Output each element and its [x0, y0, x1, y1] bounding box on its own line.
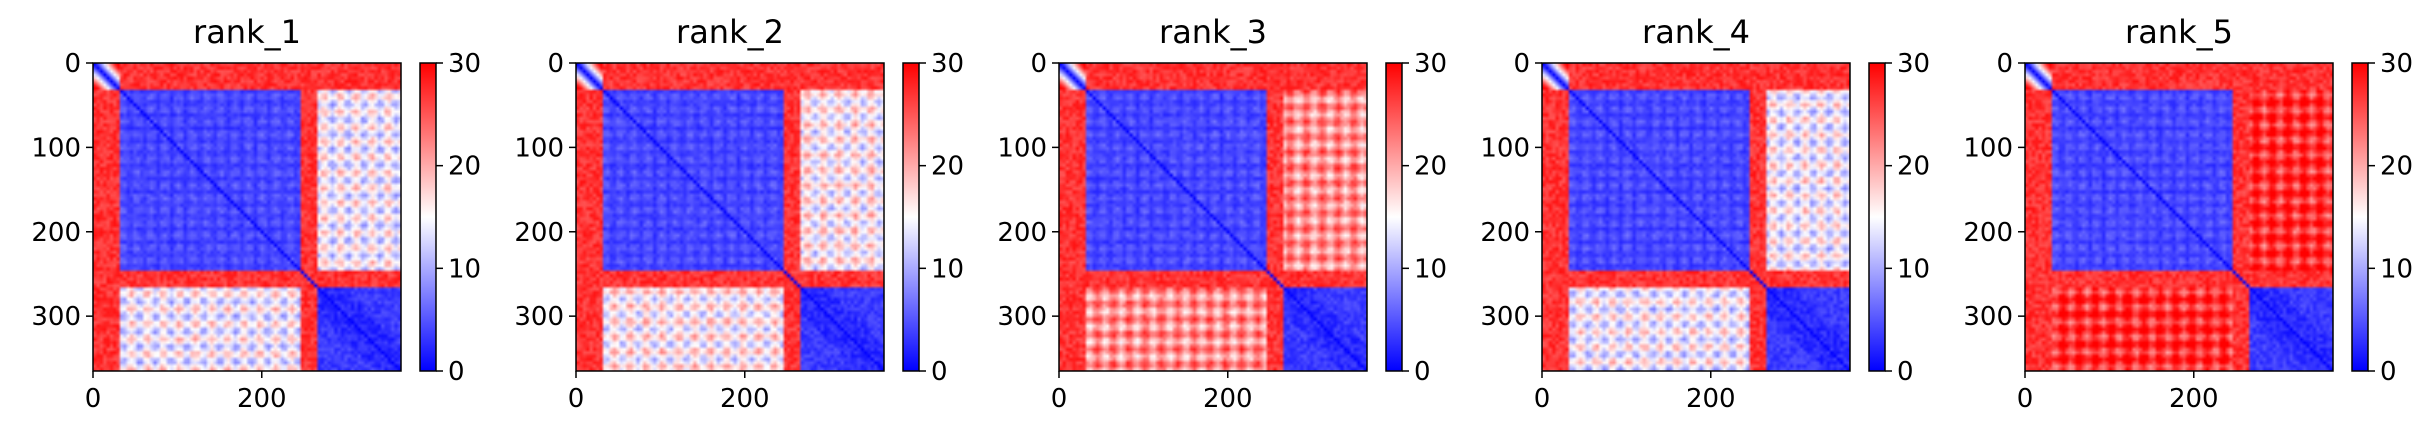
colorbar-tick-label: 10 — [1897, 254, 1930, 284]
colorbar-tick-label: 10 — [931, 254, 964, 284]
panel-title: rank_2 — [676, 13, 784, 51]
heatmap-image — [1059, 63, 1367, 371]
colorbar-tick-label: 30 — [1897, 49, 1930, 79]
x-tick-label: 0 — [1534, 384, 1551, 414]
y-tick-label: 200 — [514, 218, 564, 248]
colorbar-tick-label: 20 — [1414, 152, 1447, 182]
y-tick-label: 0 — [547, 49, 564, 79]
panel-rank_5: rank_5 0 100 200 300 0 200 0 10 20 30 — [1963, 13, 2413, 414]
colorbar-tick-label: 0 — [1897, 357, 1914, 387]
y-tick-label: 200 — [1480, 218, 1530, 248]
colorbar-tick-label: 20 — [1897, 152, 1930, 182]
colorbar-tick-label: 30 — [1414, 49, 1447, 79]
y-tick-label: 100 — [1963, 133, 2013, 163]
panel-title: rank_1 — [193, 13, 301, 51]
panel-rank_4: rank_4 0 100 200 300 0 200 0 10 20 30 — [1480, 13, 1930, 414]
x-tick-label: 200 — [2169, 384, 2219, 414]
x-tick-label: 0 — [1051, 384, 1068, 414]
heatmap-frame — [1058, 62, 1368, 372]
y-tick-label: 300 — [997, 302, 1047, 332]
y-tick-label: 200 — [31, 218, 81, 248]
colorbar-tick-label: 10 — [448, 254, 481, 284]
colorbar-tick-label: 10 — [1414, 254, 1447, 284]
heatmap-image — [576, 63, 884, 371]
colorbar — [1386, 63, 1402, 371]
y-tick-label: 200 — [1963, 218, 2013, 248]
panel-title: rank_5 — [2125, 13, 2233, 51]
panel-title: rank_3 — [1159, 13, 1267, 51]
colorbar — [903, 63, 919, 371]
y-tick-label: 0 — [64, 49, 81, 79]
y-tick-label: 0 — [1996, 49, 2013, 79]
colorbar-tick-label: 30 — [448, 49, 481, 79]
colorbar-frame — [902, 62, 920, 372]
x-tick-label: 0 — [2017, 384, 2034, 414]
panel-rank_1: rank_1 0 100 200 300 0 200 0 10 20 30 — [31, 13, 481, 414]
colorbar — [2352, 63, 2368, 371]
y-tick-label: 100 — [31, 133, 81, 163]
colorbar-tick-label: 0 — [931, 357, 948, 387]
colorbar-tick-label: 30 — [2380, 49, 2413, 79]
colorbar-tick-label: 30 — [931, 49, 964, 79]
colorbar-frame — [1385, 62, 1403, 372]
y-tick-label: 300 — [1963, 302, 2013, 332]
panel-title: rank_4 — [1642, 13, 1750, 51]
x-tick-label: 0 — [85, 384, 102, 414]
colorbar-tick-label: 20 — [2380, 152, 2413, 182]
x-tick-label: 200 — [237, 384, 287, 414]
colorbar-tick-label: 0 — [2380, 357, 2397, 387]
y-tick-label: 300 — [31, 302, 81, 332]
x-tick-label: 200 — [1203, 384, 1253, 414]
panel-rank_2: rank_2 0 100 200 300 0 200 0 10 20 30 — [514, 13, 964, 414]
colorbar-tick-label: 10 — [2380, 254, 2413, 284]
x-tick-label: 0 — [568, 384, 585, 414]
colorbar-frame — [2351, 62, 2369, 372]
heatmap-frame — [1541, 62, 1851, 372]
y-tick-label: 200 — [997, 218, 1047, 248]
colorbar-frame — [419, 62, 437, 372]
colorbar-tick-label: 0 — [1414, 357, 1431, 387]
heatmap-frame — [92, 62, 402, 372]
heatmap-image — [93, 63, 401, 371]
y-tick-label: 100 — [514, 133, 564, 163]
colorbar-tick-label: 0 — [448, 357, 465, 387]
heatmap-frame — [575, 62, 885, 372]
x-tick-label: 200 — [1686, 384, 1736, 414]
y-tick-label: 0 — [1030, 49, 1047, 79]
colorbar — [1869, 63, 1885, 371]
y-tick-label: 0 — [1513, 49, 1530, 79]
y-tick-label: 100 — [997, 133, 1047, 163]
colorbar-tick-label: 20 — [931, 152, 964, 182]
panel-rank_3: rank_3 0 100 200 300 0 200 0 10 20 30 — [997, 13, 1447, 414]
x-tick-label: 200 — [720, 384, 770, 414]
y-tick-label: 300 — [1480, 302, 1530, 332]
y-tick-label: 300 — [514, 302, 564, 332]
y-tick-label: 100 — [1480, 133, 1530, 163]
heatmap-image — [2025, 63, 2333, 371]
colorbar-frame — [1868, 62, 1886, 372]
heatmap-frame — [2024, 62, 2334, 372]
colorbar-tick-label: 20 — [448, 152, 481, 182]
colorbar — [420, 63, 436, 371]
heatmap-image — [1542, 63, 1850, 371]
